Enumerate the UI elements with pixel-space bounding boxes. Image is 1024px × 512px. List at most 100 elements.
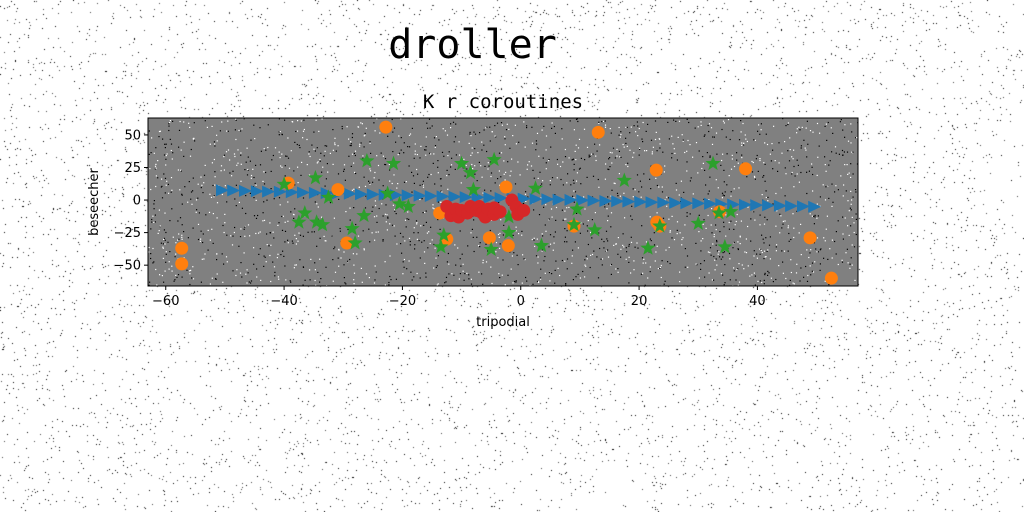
series-2-star-marker	[527, 180, 544, 195]
series-2-star-marker	[347, 235, 363, 250]
x-tick-label: 20	[631, 294, 648, 309]
series-2-star-marker	[385, 155, 402, 171]
series-0-triangle-marker	[471, 191, 485, 204]
x-axis-ticks: −60 −40 −20 0 20 40	[152, 286, 766, 309]
plot-frame	[147, 117, 859, 287]
series-0-triangle-marker	[564, 193, 578, 206]
series-0-triangle-marker	[541, 193, 555, 206]
series-0-triangle-marker	[576, 194, 590, 207]
series-2-star-marker	[314, 216, 331, 232]
series-0-triangle-marker	[483, 191, 497, 204]
x-tick-label: −40	[270, 294, 297, 309]
x-axis-label: tripodial	[476, 315, 530, 330]
series-2-star-marker	[400, 198, 416, 213]
series-2-star-marker	[705, 155, 721, 171]
series-0-triangle-marker	[773, 199, 787, 212]
series-2-star-marker	[711, 205, 727, 220]
series-0-triangle-marker	[401, 189, 415, 202]
series-1-circle-marker	[824, 271, 838, 285]
series-0-triangle-marker	[459, 191, 473, 204]
series-2-star-marker	[486, 151, 502, 167]
series-2-star-marker	[320, 189, 337, 204]
series-0-triangle-marker	[273, 185, 287, 198]
series-1-circle-marker	[340, 236, 354, 250]
series-2-star-marker	[462, 164, 479, 180]
series-0-triangle-marker	[587, 194, 601, 207]
x-tick-label: −20	[389, 294, 416, 309]
series-2-star-marker	[483, 241, 499, 256]
series-2-star-marker	[380, 185, 396, 200]
series-1-circle-marker	[649, 163, 663, 177]
series-0-triangle-marker	[413, 189, 427, 202]
series-2-star-marker	[501, 209, 517, 224]
x-tick-label: 40	[749, 294, 766, 309]
series-0-triangle-marker	[680, 197, 694, 210]
series-0-triangle-marker	[692, 197, 706, 210]
series-2-star-marker	[344, 220, 360, 236]
figure-suptitle: droller	[388, 22, 557, 68]
series-0-triangle-marker	[262, 185, 276, 198]
series-0-triangle-marker	[634, 195, 648, 208]
series-0-triangle-marker	[227, 184, 241, 197]
y-tick-label: 25	[124, 161, 141, 176]
series-1-circle-marker	[482, 231, 496, 245]
series-0-triangle-marker	[739, 198, 752, 211]
series-2-star-marker	[640, 240, 656, 255]
series-2-star-marker	[566, 216, 582, 232]
series-0-triangle-marker	[762, 199, 776, 212]
series-2-star-marker	[436, 227, 452, 242]
series-0-triangle-marker	[448, 190, 462, 203]
data-markers	[175, 120, 838, 285]
series-1-circle-marker	[501, 239, 515, 253]
series-1-circle-marker	[175, 257, 189, 271]
chart-title: K r coroutines	[423, 91, 583, 113]
series-2-star-marker	[359, 153, 375, 168]
series-2-star-marker	[291, 214, 307, 229]
series-2-star-marker	[391, 196, 408, 211]
series-2-star-marker	[616, 172, 632, 187]
y-tick-label: 0	[133, 194, 141, 209]
series-0-triangle-marker	[308, 186, 322, 199]
series-0-triangle-marker	[645, 196, 659, 209]
series-2-star-marker	[356, 207, 372, 223]
series-0-triangle-marker	[250, 185, 264, 198]
series-2-star-marker	[717, 238, 733, 254]
series-0-triangle-marker	[424, 190, 438, 202]
series-2-star-marker	[307, 169, 324, 185]
series-1-circle-marker	[331, 183, 345, 197]
series-2-star-marker	[652, 218, 668, 233]
series-2-star-marker	[690, 215, 706, 230]
series-0-triangle-marker	[669, 196, 683, 209]
series-2-star-marker	[297, 205, 313, 220]
series-0-triangle-marker	[785, 200, 799, 212]
series-3-circle-marker	[517, 203, 531, 217]
series-1-circle-marker	[591, 125, 605, 139]
series-1-circle-marker	[739, 162, 753, 176]
y-tick-label: −25	[114, 226, 141, 241]
series-0-triangle-marker	[216, 184, 229, 197]
series-0-triangle-marker	[494, 192, 508, 204]
y-axis-label: beseecher	[87, 167, 102, 235]
series-0-triangle-marker	[599, 195, 613, 207]
series-0-triangle-marker	[797, 200, 810, 213]
series-0-triangle-marker	[517, 192, 531, 205]
series-0-triangle-marker	[750, 199, 764, 212]
series-0-triangle-marker	[436, 190, 450, 203]
series-0-triangle-marker	[239, 184, 252, 197]
series-0-triangle-marker	[704, 197, 718, 210]
series-0-triangle-marker	[657, 196, 671, 209]
series-2-star-marker	[587, 222, 603, 237]
series-0-triangle-marker	[611, 195, 625, 208]
x-tick-label: −60	[152, 294, 179, 309]
series-1-circle-marker	[175, 241, 189, 255]
series-2-star-marker	[569, 201, 585, 216]
y-axis-ticks: −50 −25 0 25 50	[114, 128, 148, 274]
series-0-triangle-marker	[297, 186, 310, 199]
x-tick-label: 0	[517, 294, 525, 309]
y-tick-label: 50	[124, 128, 141, 143]
series-2-star-marker	[533, 237, 550, 253]
series-2-star-marker	[454, 155, 470, 171]
series-2-star-marker	[465, 181, 481, 197]
series-1-circle-marker	[803, 231, 817, 245]
